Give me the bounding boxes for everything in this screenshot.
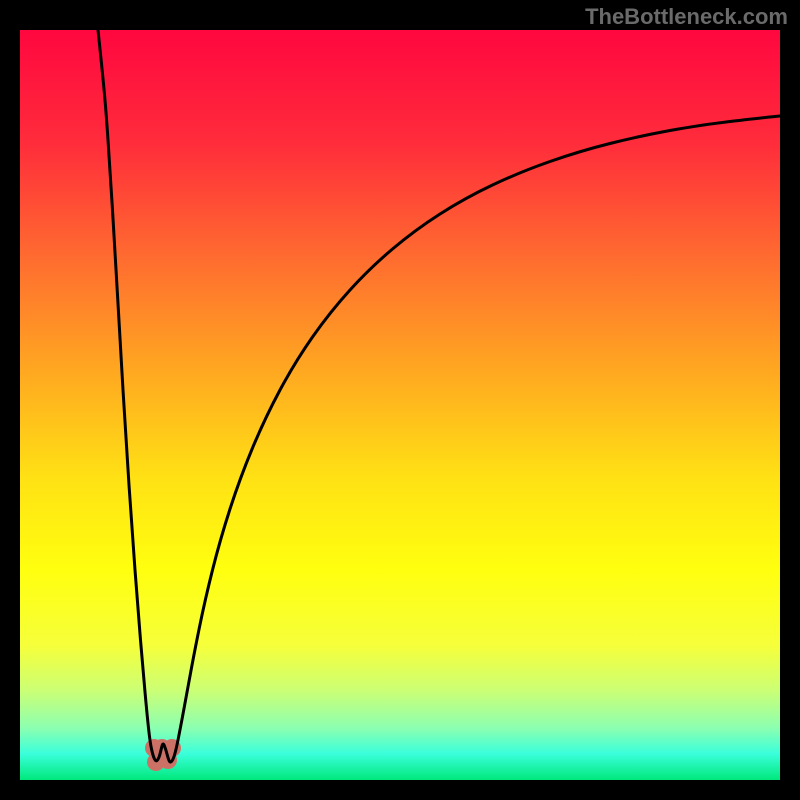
- background-gradient: [20, 30, 780, 780]
- plot-area: [20, 30, 780, 780]
- chart-frame: TheBottleneck.com: [0, 0, 800, 800]
- watermark-text: TheBottleneck.com: [585, 4, 788, 30]
